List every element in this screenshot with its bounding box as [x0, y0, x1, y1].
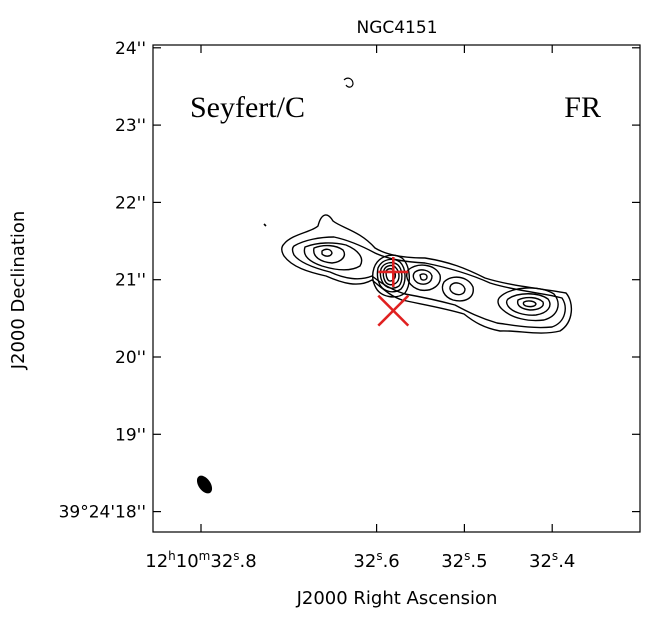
x-axis-label: J2000 Right Ascension — [296, 588, 498, 609]
radio-contours — [263, 77, 573, 334]
contour-core-2 — [376, 258, 406, 293]
contour-knot-c-2 — [505, 293, 551, 316]
y-tick-label: 22'' — [115, 193, 146, 213]
contour-knot-c-1 — [497, 287, 559, 322]
position-markers — [377, 256, 410, 327]
contour-knot-c-4 — [522, 300, 537, 308]
x-tick-label: 32s.6 — [353, 549, 399, 572]
contour-knot-c-3 — [516, 296, 545, 311]
annotation-right: FR — [564, 91, 601, 124]
y-axis-label: J2000 Declination — [8, 211, 29, 371]
plot-frame — [152, 44, 641, 533]
y-tick-label: 19'' — [115, 425, 146, 445]
contour-knot-a-2 — [412, 269, 433, 285]
y-tick-label: 21'' — [115, 271, 146, 291]
x-tick-label: 32s.4 — [529, 549, 575, 572]
contour-speck-left — [263, 223, 267, 227]
contour-level-2 — [291, 236, 566, 329]
contour-core-1 — [371, 254, 410, 298]
y-axis-ticks: 24'' 23'' 22'' 21'' 20'' 19'' 39°24'18'' — [59, 39, 640, 523]
y-tick-label: 23'' — [115, 116, 146, 136]
chart-title: NGC4151 — [356, 18, 437, 38]
x-axis-ticks: 12h10m32s.8 32s.6 32s.5 32s.4 — [145, 45, 575, 572]
contour-level-4 — [313, 244, 346, 264]
annotation-left: Seyfert/C — [190, 91, 305, 124]
contour-level-5 — [321, 248, 333, 257]
beam-ellipse — [196, 475, 213, 494]
cross-marker — [377, 294, 410, 327]
contour-speck-top — [343, 77, 354, 88]
y-tick-label: 39°24'18'' — [59, 503, 146, 523]
contour-level-3 — [303, 242, 363, 271]
contour-knot-a-1 — [406, 264, 441, 292]
contour-level-1 — [281, 214, 573, 334]
contour-knot-b-2 — [449, 282, 466, 296]
contour-knot-a-3 — [419, 273, 428, 281]
x-tick-label: 12h10m32s.8 — [145, 549, 256, 572]
x-tick-label: 32s.5 — [441, 549, 487, 572]
contour-knot-b-1 — [441, 276, 474, 302]
y-tick-label: 20'' — [115, 348, 146, 368]
y-tick-label: 24'' — [115, 39, 146, 59]
